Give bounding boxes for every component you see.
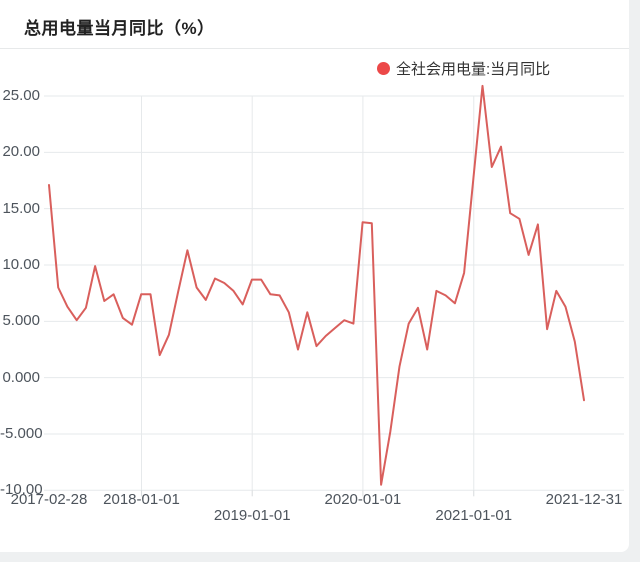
x-axis-label: 2017-02-28	[10, 491, 88, 508]
x-axis-label: 2021-12-31	[545, 491, 623, 508]
chart-legend: 全社会用电量:当月同比	[377, 58, 550, 79]
title-divider	[0, 48, 629, 49]
vertical-gridlines	[141, 96, 475, 491]
legend-series-label: 全社会用电量:当月同比	[396, 61, 551, 78]
y-axis-label: -10.00	[0, 481, 43, 499]
x-axis-label: 2020-01-01	[324, 491, 402, 508]
legend-marker-icon	[377, 62, 390, 75]
y-axis-label: -5.000	[0, 424, 43, 442]
y-axis-label: 15.00	[2, 199, 40, 217]
axis-ticks	[141, 490, 475, 497]
x-axis-label: 2018-01-01	[103, 491, 180, 508]
y-axis-label: 0.000	[2, 368, 40, 386]
y-axis-label: 5.000	[2, 312, 40, 330]
chart-title-bar: 总用电量当月同比（%）	[0, 0, 629, 48]
y-axis-label: 20.00	[2, 143, 40, 161]
chart-card: 总用电量当月同比（%） 25.00 20.00 15.00 10.00 5.000 0.0…	[0, 0, 629, 552]
y-axis-label: 10.00	[2, 255, 40, 273]
x-axis-label: 2021-01-01	[435, 507, 513, 524]
horizontal-gridlines	[44, 95, 624, 491]
x-axis-label: 2019-01-01	[213, 507, 291, 524]
page-title: 总用电量当月同比（%）	[24, 19, 215, 38]
series-line	[48, 84, 585, 486]
y-axis-label: 25.00	[2, 87, 40, 104]
